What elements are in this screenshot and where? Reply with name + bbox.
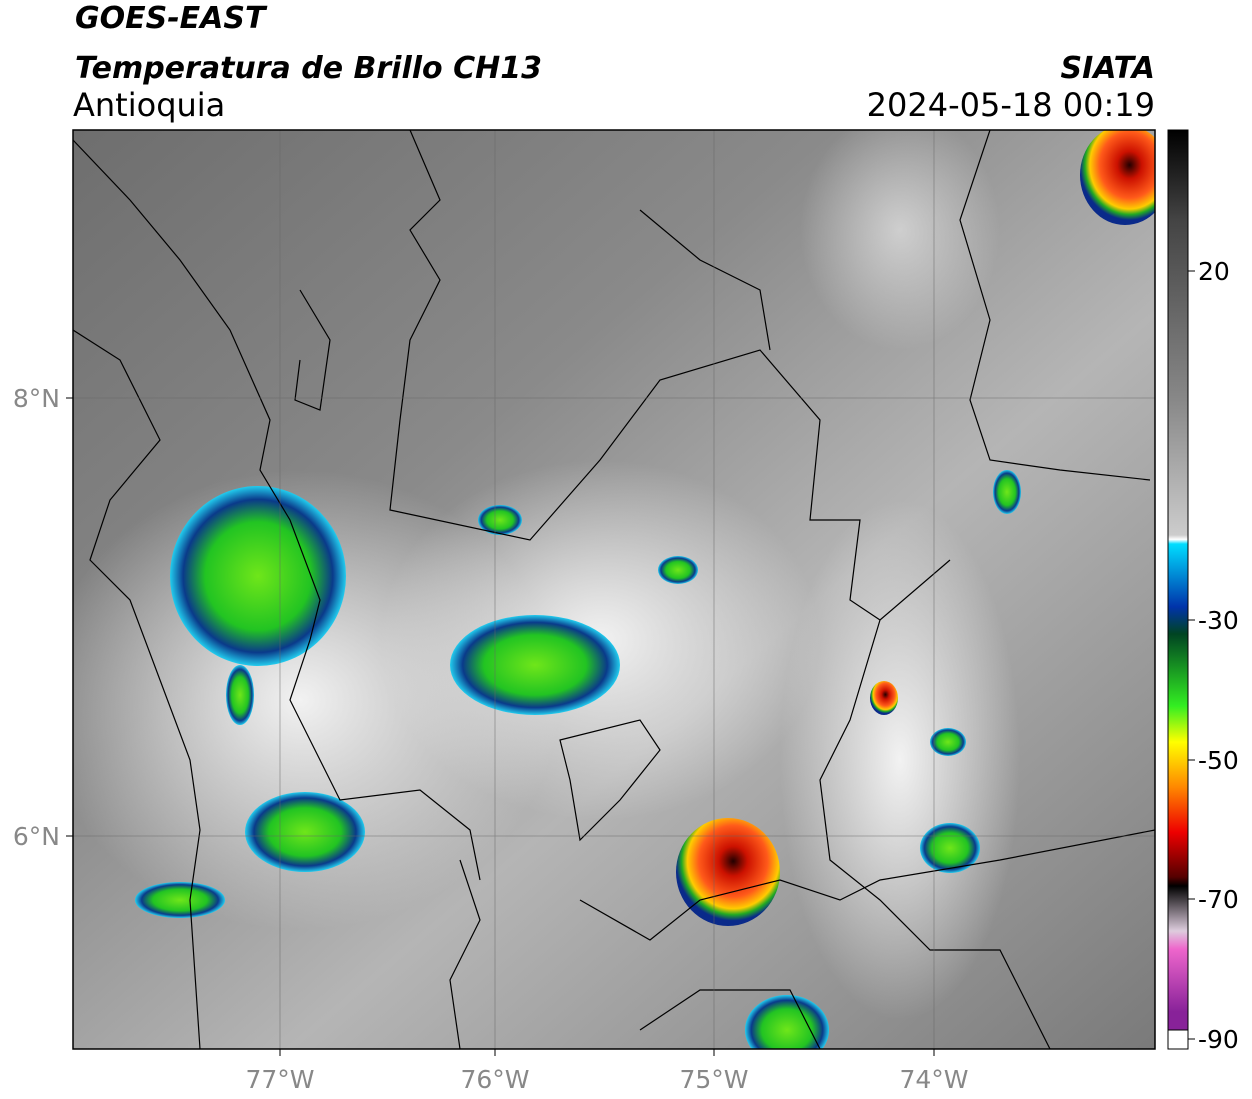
lon-label: 74°W [899, 1065, 968, 1094]
map-frame [72, 129, 1156, 1050]
colorbar-under [1167, 1029, 1189, 1050]
colorbar-label: -70 [1198, 885, 1239, 914]
colorbar-label: -90 [1198, 1025, 1239, 1054]
datetime: 2024-05-18 00:19 [867, 86, 1155, 124]
colorbar-label: -50 [1198, 746, 1239, 775]
colorbar-label: 20 [1198, 257, 1230, 286]
axis-ticks [66, 397, 935, 1056]
lat-label: 8°N [13, 384, 60, 413]
title: GOES-EAST [75, 1, 268, 36]
colorbar-label: -30 [1198, 606, 1239, 635]
lon-label: 76°W [460, 1065, 529, 1094]
lat-labels: 8°N 6°N [13, 384, 60, 851]
lon-labels: 77°W 76°W 75°W 74°W [245, 1065, 968, 1094]
lon-label: 77°W [245, 1065, 314, 1094]
colorbar-frame [1167, 129, 1189, 1050]
colorbar [1168, 130, 1188, 1030]
lat-label: 6°N [13, 822, 60, 851]
colorbar-labels: 20 -30 -50 -70 -90 [1188, 257, 1239, 1054]
agency: SIATA [1061, 51, 1155, 86]
subtitle: Temperatura de Brillo CH13 [75, 51, 542, 86]
lon-label: 75°W [679, 1065, 748, 1094]
region: Antioquia [73, 86, 225, 124]
map-image [73, 130, 1155, 1049]
